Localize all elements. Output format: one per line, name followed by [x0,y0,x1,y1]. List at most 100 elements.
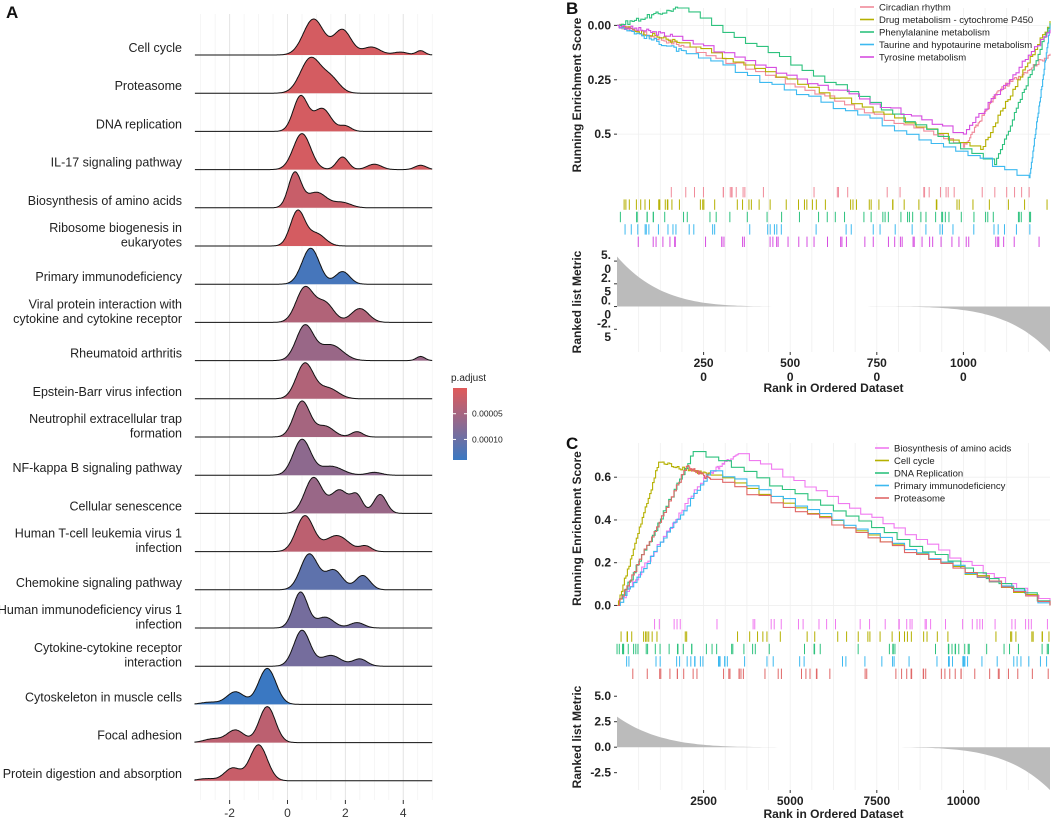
category-label: Cell cycle [129,41,183,55]
es-curve [617,23,1051,148]
ridge-area [194,630,433,667]
ridge-area [194,401,433,437]
es-tick-label: 0.0 [594,598,611,612]
ridge-outline [194,706,433,744]
metric-tick-label: 2.5 [601,271,611,299]
legend-label: Primary immunodeficiency [894,481,1006,492]
ridge-outline [194,171,433,209]
ridge-outline [194,629,433,667]
es-curve [617,464,1051,607]
es-curve [617,24,1051,179]
panel-b-letter: B [566,0,578,18]
category-label: Cytokine-cytokine receptor interaction [34,641,182,669]
y-axis-title-bottom: Ranked list Metric [570,685,584,788]
es-tick-label: 0.4 [594,513,611,527]
legend-label: Circadian rhythm [879,3,951,14]
ridge-area [194,133,433,170]
x-tick-label: 10000 [947,794,981,808]
colorbar-tick-label: 0.00005 [472,409,503,419]
legend-label: Biosynthesis of amino acids [894,444,1011,455]
legend-title: p.adjust [451,373,486,384]
ridge-area [194,95,433,132]
ridge-outline [194,476,433,514]
ridge-outline [194,667,433,705]
ridge-outline [194,324,433,362]
legend-label: DNA Replication [894,469,963,480]
ridge-outline [194,438,433,476]
es-curve [617,6,1051,166]
category-label: Neutrophil extracellular trap formation [29,412,182,440]
legend-label: Taurine and hypotaurine metabolism [879,40,1032,51]
ridge-area [194,744,433,781]
category-label: IL-17 signaling pathway [51,156,183,170]
category-label: Primary immunodeficiency [35,270,182,284]
legend-label: Drug metabolism - cytochrome P450 [879,15,1033,26]
legend-label: Tyrosine metabolism [879,53,966,64]
gsea-chart-c: 0.0 0.2 0.4 0.6 5.0 2.5 0.0 -2.5 2500 5000 7500 100… [570,443,1051,821]
x-tick-label: -2 [224,806,235,820]
ridge-area [194,592,433,628]
ridge-outline [194,18,433,56]
x-tick-label: 4 [400,806,407,820]
category-label: Protein digestion and absorption [3,767,182,781]
x-tick-label: 0 [284,806,291,820]
x-tick-label: 5000 [777,794,804,808]
legend-label: Cell cycle [894,456,935,467]
ridge-area [194,553,433,590]
category-label: Cellular senescence [69,499,182,513]
ridge-area [194,210,433,246]
gsea-chart-b: 0.00 0.25 0.5 5. 02. 50. 0-2. 5 250 0 500 0 750 0 1000… [570,3,1051,395]
ridge-area [194,286,433,323]
metric-tick-label: 5.0 [601,248,611,276]
ridge-outline [194,209,433,247]
es-tick-label: 0.00 [588,18,612,32]
ridge-area [194,362,433,399]
category-label: NF-kappa B signaling pathway [12,461,182,475]
ridge-area [194,57,433,94]
colorbar [453,388,467,460]
ridge-outline [194,285,433,323]
category-label: Chemokine signaling pathway [16,576,183,590]
es-tick-label: 0.2 [594,556,611,570]
category-label: Biosynthesis of amino acids [28,194,182,208]
y-axis-title-top: Running Enrichment Score [570,451,584,606]
padjust-legend: p.adjust 0.00005 0.00010 [451,373,503,460]
metric-tick-label: -2.5 [597,316,611,344]
panel-a-letter: A [6,3,18,22]
ridge-outline [194,362,433,400]
ridge-area [194,19,433,55]
ridge-area [194,477,433,514]
ridge-area [194,439,433,476]
ridge-area [194,706,433,743]
x-tick-label: 2500 [690,794,717,808]
ridge-area [194,324,433,361]
category-label: Human T-cell leukemia virus 1 infection [15,527,182,555]
ridge-area [194,248,433,285]
metric-tick-label: 2.5 [594,715,611,729]
ridgeline-chart: Cell cycle Proteasome DNA replication IL-17… [0,14,438,820]
y-axis-title-bottom: Ranked list Metric [570,250,584,353]
category-label: Focal adhesion [97,729,182,743]
legend-label: Proteasome [894,494,945,505]
category-label: Proteasome [115,79,182,93]
category-label: Human immunodeficiency virus 1 infection [0,603,182,631]
es-tick-label: 0.25 [588,73,612,87]
es-tick-label: 0.5 [594,127,611,141]
ridge-area [194,515,433,552]
panel-c-letter: C [566,434,578,453]
ridge-outline [194,133,433,171]
x-axis-title: Rank in Ordered Dataset [763,807,903,821]
ridge-outline [194,247,433,285]
ridge-outline [194,400,433,438]
es-tick-label: 0.6 [594,470,611,484]
category-label: Ribosome biogenesis in eukaryotes [49,221,182,249]
plot-area [192,14,438,800]
legend-label: Phenylalanine metabolism [879,28,990,39]
x-axis-title: Rank in Ordered Dataset [763,381,903,395]
ridge-outline [194,56,433,94]
x-tick-label: 7500 [863,794,890,808]
